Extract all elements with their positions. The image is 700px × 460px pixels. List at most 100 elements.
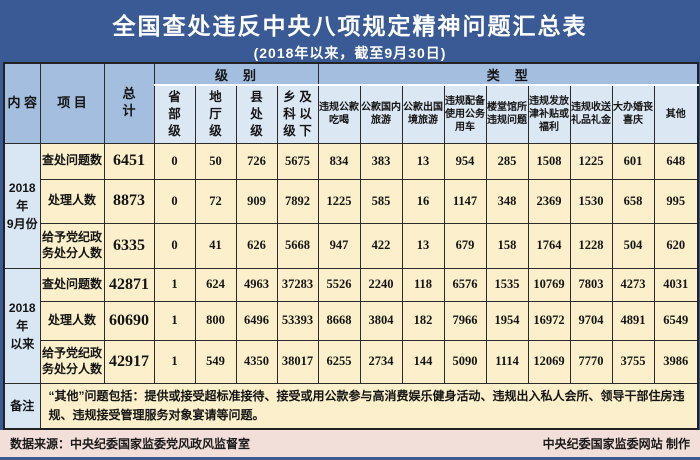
data-cell: 5675 bbox=[276, 142, 319, 180]
data-cell: 2734 bbox=[359, 339, 403, 384]
row-label: 给予党纪政 务处分人数 bbox=[39, 222, 105, 269]
total-cell: 8873 bbox=[103, 178, 155, 224]
data-cell: 3755 bbox=[611, 339, 655, 384]
data-cell: 285 bbox=[485, 142, 529, 180]
data-cell: 53393 bbox=[276, 300, 319, 341]
data-cell: 648 bbox=[653, 142, 699, 180]
data-cell: 954 bbox=[443, 142, 487, 180]
data-cell: 4891 bbox=[611, 300, 655, 341]
level-column-header: 县 处 级 bbox=[235, 84, 278, 144]
section-label: 2018年 9月份 bbox=[3, 142, 41, 269]
data-cell: 5668 bbox=[276, 222, 319, 269]
data-cell: 5090 bbox=[443, 339, 487, 384]
data-cell: 7770 bbox=[569, 339, 613, 384]
total-cell: 6335 bbox=[103, 222, 155, 269]
data-cell: 13 bbox=[401, 222, 445, 269]
data-cell: 800 bbox=[194, 300, 237, 341]
data-cell: 0 bbox=[153, 178, 196, 224]
data-cell: 6496 bbox=[235, 300, 278, 341]
data-cell: 1954 bbox=[485, 300, 529, 341]
data-cell: 37283 bbox=[276, 267, 319, 302]
type-column-header: 违规配备 使用公务 用车 bbox=[443, 84, 487, 144]
page-title: 全国查处违反中央八项规定精神问题汇总表 bbox=[112, 13, 588, 39]
data-cell: 16 bbox=[401, 178, 445, 224]
data-cell: 41 bbox=[194, 222, 237, 269]
data-cell: 2240 bbox=[359, 267, 403, 302]
data-cell: 6549 bbox=[653, 300, 699, 341]
data-cell: 658 bbox=[611, 178, 655, 224]
data-cell: 10769 bbox=[527, 267, 571, 302]
row-label: 处理人数 bbox=[39, 300, 105, 341]
data-cell: 7803 bbox=[569, 267, 613, 302]
data-cell: 12069 bbox=[527, 339, 571, 384]
remark-label: 备注 bbox=[3, 382, 41, 430]
level-group-header: 级 别 bbox=[153, 62, 319, 86]
level-column-header: 乡 及 科 以 级 下 bbox=[276, 84, 319, 144]
data-cell: 158 bbox=[485, 222, 529, 269]
data-cell: 348 bbox=[485, 178, 529, 224]
data-cell: 7966 bbox=[443, 300, 487, 341]
total-cell: 42917 bbox=[103, 339, 155, 384]
data-cell: 118 bbox=[401, 267, 445, 302]
data-cell: 7892 bbox=[276, 178, 319, 224]
footer-source: 数据来源：中央纪委国家监委党风政风监督室 bbox=[10, 437, 251, 451]
data-cell: 0 bbox=[153, 222, 196, 269]
data-cell: 4031 bbox=[653, 267, 699, 302]
data-cell: 601 bbox=[611, 142, 655, 180]
data-cell: 626 bbox=[235, 222, 278, 269]
data-cell: 1114 bbox=[485, 339, 529, 384]
page-subtitle: (2018年以来，截至9月30日) bbox=[253, 45, 447, 61]
data-cell: 1508 bbox=[527, 142, 571, 180]
data-cell: 72 bbox=[194, 178, 237, 224]
data-cell: 0 bbox=[153, 142, 196, 180]
header-content-cell: 内 容 bbox=[3, 62, 41, 144]
data-cell: 2369 bbox=[527, 178, 571, 224]
data-cell: 4963 bbox=[235, 267, 278, 302]
data-cell: 6576 bbox=[443, 267, 487, 302]
data-cell: 50 bbox=[194, 142, 237, 180]
data-cell: 422 bbox=[359, 222, 403, 269]
data-cell: 909 bbox=[235, 178, 278, 224]
total-cell: 60690 bbox=[103, 300, 155, 341]
row-label: 处理人数 bbox=[39, 178, 105, 224]
data-cell: 834 bbox=[317, 142, 361, 180]
data-cell: 624 bbox=[194, 267, 237, 302]
title-block: 全国查处违反中央八项规定精神问题汇总表 (2018年以来，截至9月30日) bbox=[0, 0, 700, 62]
data-cell: 5526 bbox=[317, 267, 361, 302]
type-column-header: 公款国内 旅游 bbox=[359, 84, 403, 144]
data-cell: 38017 bbox=[276, 339, 319, 384]
header-total-cell: 总 计 bbox=[103, 62, 155, 144]
data-cell: 4273 bbox=[611, 267, 655, 302]
data-cell: 1 bbox=[153, 300, 196, 341]
data-cell: 383 bbox=[359, 142, 403, 180]
footer-credit: 中央纪委国家监委网站 制作 bbox=[542, 437, 690, 451]
data-cell: 679 bbox=[443, 222, 487, 269]
section-label: 2018年 以来 bbox=[3, 267, 41, 384]
data-cell: 1530 bbox=[569, 178, 613, 224]
type-column-header: 违规公款 吃喝 bbox=[317, 84, 361, 144]
data-cell: 144 bbox=[401, 339, 445, 384]
data-cell: 1 bbox=[153, 267, 196, 302]
data-cell: 995 bbox=[653, 178, 699, 224]
header-item-cell: 项 目 bbox=[39, 62, 105, 144]
data-cell: 1228 bbox=[569, 222, 613, 269]
type-column-header: 公款出国 境旅游 bbox=[401, 84, 445, 144]
data-cell: 9704 bbox=[569, 300, 613, 341]
type-column-header: 违规收送 礼品礼金 bbox=[569, 84, 613, 144]
row-label: 查处问题数 bbox=[39, 142, 105, 180]
total-cell: 42871 bbox=[103, 267, 155, 302]
row-label: 查处问题数 bbox=[39, 267, 105, 302]
level-column-header: 省 部 级 bbox=[153, 84, 196, 144]
data-cell: 1764 bbox=[527, 222, 571, 269]
data-cell: 620 bbox=[653, 222, 699, 269]
type-column-header: 其他 bbox=[653, 84, 699, 144]
summary-table: 内 容 项 目 总 计 级 别 类 型 省 部 级 地 厅 级 县 处 级 乡 … bbox=[3, 62, 700, 430]
row-label: 给予党纪政 务处分人数 bbox=[39, 339, 105, 384]
data-cell: 1225 bbox=[569, 142, 613, 180]
data-cell: 504 bbox=[611, 222, 655, 269]
data-cell: 3804 bbox=[359, 300, 403, 341]
data-cell: 585 bbox=[359, 178, 403, 224]
type-group-header: 类 型 bbox=[317, 62, 699, 86]
data-cell: 16972 bbox=[527, 300, 571, 341]
